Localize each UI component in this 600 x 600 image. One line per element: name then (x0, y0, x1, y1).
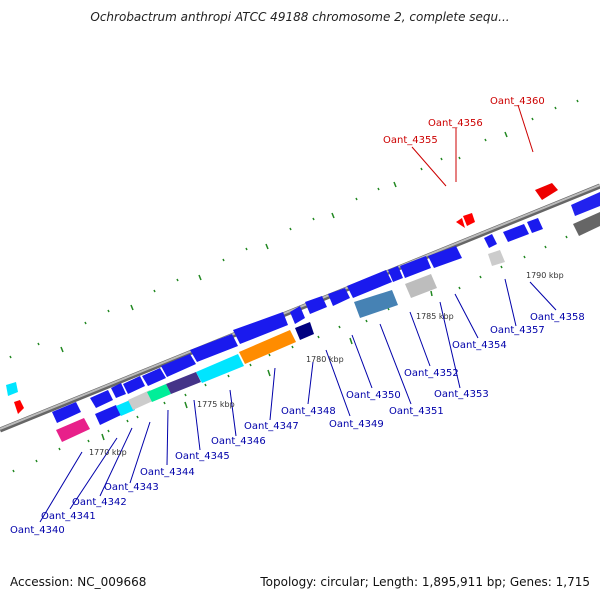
gene-label-oant-4346[interactable]: Oant_4346 (211, 436, 266, 447)
gene[interactable] (388, 266, 403, 282)
gene-oant-4344[interactable] (147, 384, 171, 402)
gene[interactable] (52, 402, 81, 423)
gene[interactable] (123, 376, 145, 394)
gene[interactable] (347, 270, 392, 298)
gene[interactable] (111, 383, 126, 398)
gene-label-oant-4355[interactable]: Oant_4355 (383, 135, 438, 146)
scale-label: 1780 kbp (306, 355, 344, 364)
scale-label: 1790 kbp (526, 271, 564, 280)
summary-text: Topology: circular; Length: 1,895,911 bp… (260, 575, 590, 589)
gene-label-oant-4344[interactable]: Oant_4344 (140, 467, 195, 478)
reverse-labels: Oant_4340 Oant_4341 Oant_4342 Oant_4343 … (10, 312, 585, 536)
gene[interactable] (328, 288, 350, 306)
gene-label-oant-4352[interactable]: Oant_4352 (404, 368, 459, 379)
gene-label-oant-4347[interactable]: Oant_4347 (244, 421, 299, 432)
inner-tick-row (12, 225, 591, 473)
scale-label: 1770 kbp (89, 448, 127, 457)
gene-label-oant-4350[interactable]: Oant_4350 (346, 390, 401, 401)
gene[interactable] (503, 224, 529, 242)
gene-label-oant-4349[interactable]: Oant_4349 (329, 419, 384, 430)
gene-label-oant-4357[interactable]: Oant_4357 (490, 325, 545, 336)
gene[interactable] (161, 354, 196, 377)
gene-oant-4343[interactable] (128, 390, 155, 410)
reverse-genes (52, 212, 600, 442)
gene-oant-4355[interactable] (456, 218, 465, 228)
scale-label: 1775 kbp (197, 400, 235, 409)
gene-label-oant-4358[interactable]: Oant_4358 (530, 312, 585, 323)
gene-oant-4354[interactable] (484, 234, 497, 248)
gene-oant-4356[interactable] (463, 213, 475, 226)
gene-oant-4360[interactable] (535, 183, 558, 200)
forward-genes (6, 183, 600, 414)
gene-forward[interactable] (14, 400, 24, 414)
gene-forward[interactable] (571, 192, 600, 216)
gene[interactable] (428, 246, 462, 268)
gene-label-oant-4354[interactable]: Oant_4354 (452, 340, 507, 351)
gene-label-oant-4342[interactable]: Oant_4342 (72, 497, 127, 508)
gene[interactable] (90, 390, 113, 408)
scale-label: 1785 kbp (416, 312, 454, 321)
gene-label-oant-4340[interactable]: Oant_4340 (10, 525, 65, 536)
gene-label-oant-4343[interactable]: Oant_4343 (104, 482, 159, 493)
accession-text: Accession: NC_009668 (10, 575, 147, 589)
gene-oant-4345[interactable] (166, 372, 201, 394)
gene-label-oant-4341[interactable]: Oant_4341 (41, 511, 96, 522)
gene[interactable] (233, 312, 288, 344)
gene-oant-4346[interactable] (196, 354, 244, 383)
gene[interactable] (400, 256, 431, 278)
forward-label-leaders (411, 104, 534, 187)
gene-oant-4353[interactable] (405, 274, 437, 298)
gene-oant-4357[interactable] (488, 250, 505, 266)
gene-oant-4351[interactable] (354, 290, 398, 318)
gene-label-oant-4348[interactable]: Oant_4348 (281, 406, 336, 417)
gene-oant-4347[interactable] (239, 330, 296, 364)
map-title: Ochrobactrum anthropi ATCC 49188 chromos… (90, 10, 510, 24)
gene[interactable] (573, 212, 600, 236)
gene-label-oant-4353[interactable]: Oant_4353 (434, 389, 489, 400)
scale-labels: 1770 kbp 1775 kbp 1780 kbp 1785 kbp 1790… (89, 271, 564, 457)
gene-oant-4340[interactable] (56, 418, 90, 442)
reverse-label-leaders (39, 278, 557, 523)
forward-labels: Oant_4355 Oant_4356 Oant_4360 (383, 96, 545, 146)
gene-label-oant-4356[interactable]: Oant_4356 (428, 118, 483, 129)
gene-label-oant-4345[interactable]: Oant_4345 (175, 451, 230, 462)
gene-oant-4348[interactable] (295, 322, 314, 340)
gene-forward[interactable] (6, 382, 18, 396)
gene-oant-4341[interactable] (95, 405, 121, 425)
gene-oant-4358[interactable] (527, 218, 543, 233)
gene[interactable] (305, 296, 327, 314)
gene-label-oant-4351[interactable]: Oant_4351 (389, 406, 444, 417)
gene-label-oant-4360[interactable]: Oant_4360 (490, 96, 545, 107)
gene[interactable] (142, 368, 166, 386)
gene[interactable] (290, 306, 305, 324)
outer-tick-row (9, 99, 579, 359)
gene[interactable] (190, 334, 238, 362)
